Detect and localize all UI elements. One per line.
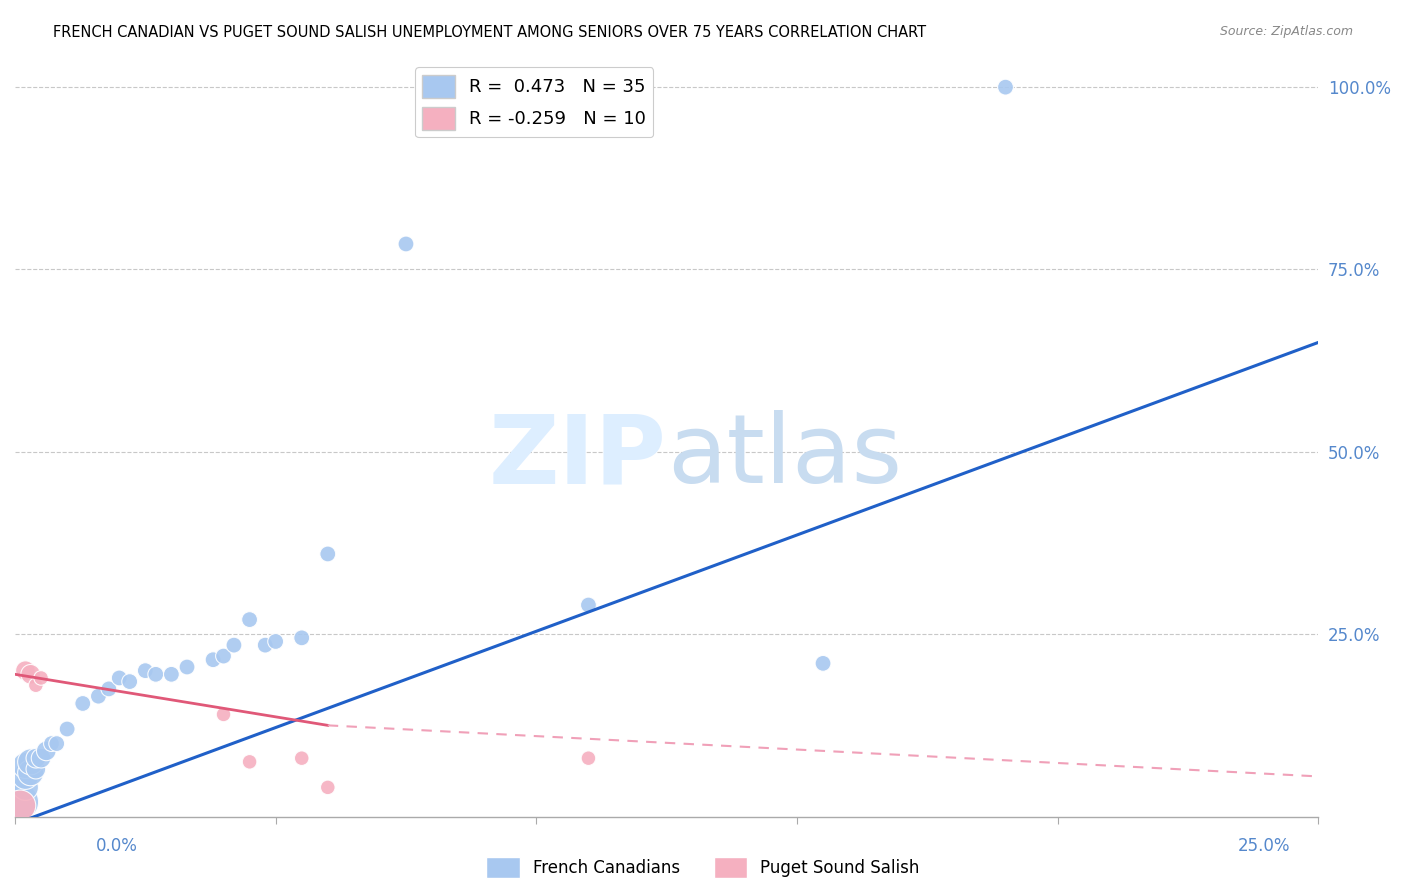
Text: Source: ZipAtlas.com: Source: ZipAtlas.com xyxy=(1219,25,1353,38)
Point xyxy=(35,744,58,758)
Point xyxy=(72,697,94,711)
Point xyxy=(97,681,120,696)
Point xyxy=(176,660,198,674)
Point xyxy=(41,737,63,751)
Legend: R =  0.473   N = 35, R = -0.259   N = 10: R = 0.473 N = 35, R = -0.259 N = 10 xyxy=(415,68,654,137)
Point xyxy=(222,638,245,652)
Point xyxy=(212,649,235,664)
Point xyxy=(291,751,314,765)
Text: 0.0%: 0.0% xyxy=(96,837,138,855)
Point xyxy=(108,671,131,685)
Point xyxy=(8,798,31,813)
Text: ZIP: ZIP xyxy=(489,410,666,503)
Point xyxy=(14,769,37,783)
Point xyxy=(134,664,156,678)
Point xyxy=(20,765,42,780)
Text: FRENCH CANADIAN VS PUGET SOUND SALISH UNEMPLOYMENT AMONG SENIORS OVER 75 YEARS C: FRENCH CANADIAN VS PUGET SOUND SALISH UN… xyxy=(53,25,927,40)
Point xyxy=(45,737,67,751)
Point xyxy=(316,780,339,795)
Point xyxy=(239,613,262,627)
Point xyxy=(118,674,141,689)
Point xyxy=(316,547,339,561)
Point xyxy=(87,689,110,703)
Point xyxy=(578,598,600,612)
Point xyxy=(30,751,52,765)
Point xyxy=(202,653,225,667)
Point xyxy=(14,780,37,795)
Point xyxy=(578,751,600,765)
Point xyxy=(14,758,37,772)
Point xyxy=(254,638,277,652)
Point xyxy=(14,664,37,678)
Point xyxy=(160,667,183,681)
Point xyxy=(24,678,46,692)
Point xyxy=(20,755,42,769)
Point xyxy=(212,707,235,722)
Point xyxy=(291,631,314,645)
Point xyxy=(239,755,262,769)
Point xyxy=(56,722,79,736)
Point xyxy=(20,667,42,681)
Point xyxy=(395,237,418,252)
Point xyxy=(811,657,834,671)
Legend: French Canadians, Puget Sound Salish: French Canadians, Puget Sound Salish xyxy=(479,851,927,884)
Point xyxy=(8,795,31,809)
Point xyxy=(264,634,287,648)
Point xyxy=(24,762,46,776)
Text: 25.0%: 25.0% xyxy=(1239,837,1291,855)
Point xyxy=(994,80,1017,95)
Point xyxy=(30,671,52,685)
Point xyxy=(24,751,46,765)
Point xyxy=(499,80,522,95)
Text: atlas: atlas xyxy=(666,410,901,503)
Point xyxy=(145,667,167,681)
